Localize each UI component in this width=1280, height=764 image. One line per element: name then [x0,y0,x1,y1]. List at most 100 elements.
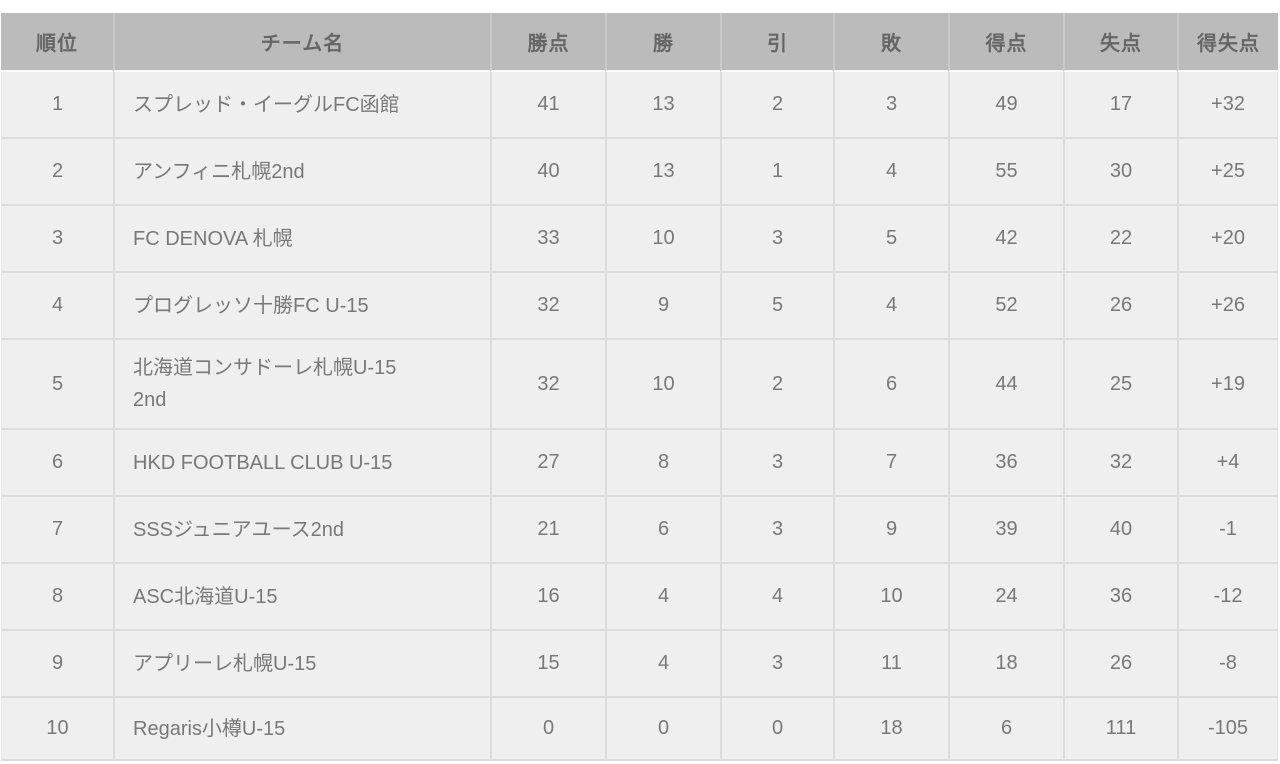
standings-table: 順位 チーム名 勝点勝引敗得点 失点 得失点 1 スプレッド・イーグルFC函館 41 13 2 3… [1,13,1278,761]
goals-against-cell: 17 [1063,72,1177,139]
header-cell-goals-against: 失点 [1063,13,1177,72]
goals-against-cell: 25 [1063,340,1177,430]
draws-cell: 3 [720,206,833,273]
wins-cell: 4 [605,631,720,698]
goals-for-cell: 6 [948,698,1063,761]
draws-cell: 4 [720,564,833,631]
table-row: 8 ASC北海道U-15 16 4 4 10 24 36 -12 [1,564,1278,631]
rank-cell: 1 [1,72,113,139]
losses-cell: 10 [833,564,948,631]
losses-cell: 9 [833,497,948,564]
goal-diff-cell: -8 [1177,631,1278,698]
wins-cell: 10 [605,206,720,273]
table-row: 3 FC DENOVA 札幌 33 10 3 5 42 22 +20 [1,206,1278,273]
wins-cell: 6 [605,497,720,564]
wins-cell: 13 [605,139,720,206]
goals-against-cell: 26 [1063,631,1177,698]
goal-diff-cell: +19 [1177,340,1278,430]
team-cell: アプリーレ札幌U-15 [113,631,490,698]
draws-cell: 3 [720,631,833,698]
losses-cell: 4 [833,273,948,340]
team-cell: プログレッソ十勝FC U-15 [113,273,490,340]
rank-cell: 7 [1,497,113,564]
goal-diff-cell: +4 [1177,430,1278,497]
header-cell-goals-for: 得点 [948,13,1063,72]
goals-against-cell: 26 [1063,273,1177,340]
draws-cell: 0 [720,698,833,761]
points-cell: 32 [490,340,605,430]
header-cell-rank: 順位 [1,13,113,72]
team-cell: SSSジュニアユース2nd [113,497,490,564]
goals-for-cell: 44 [948,340,1063,430]
table-row: 6 HKD FOOTBALL CLUB U-15 27 8 3 7 36 32 +4 [1,430,1278,497]
header-cell-points: 勝点 [490,13,605,72]
goals-for-cell: 55 [948,139,1063,206]
rank-cell: 5 [1,340,113,430]
wins-cell: 9 [605,273,720,340]
header-cell-wins: 勝 [605,13,720,72]
team-cell: FC DENOVA 札幌 [113,206,490,273]
table-row: 5 北海道コンサドーレ札幌U-15 2nd 32 10 2 6 44 25 +19 [1,340,1278,430]
rank-cell: 8 [1,564,113,631]
team-cell: アンフィニ札幌2nd [113,139,490,206]
points-cell: 16 [490,564,605,631]
draws-cell: 5 [720,273,833,340]
goal-diff-cell: -105 [1177,698,1278,761]
draws-cell: 2 [720,72,833,139]
goals-against-cell: 111 [1063,698,1177,761]
team-cell: 北海道コンサドーレ札幌U-15 2nd [113,340,490,430]
wins-cell: 4 [605,564,720,631]
goal-diff-cell: +26 [1177,273,1278,340]
wins-cell: 0 [605,698,720,761]
goals-against-cell: 36 [1063,564,1177,631]
points-cell: 33 [490,206,605,273]
points-cell: 40 [490,139,605,206]
goal-diff-cell: +32 [1177,72,1278,139]
table-row: 4 プログレッソ十勝FC U-15 32 9 5 4 52 26 +26 [1,273,1278,340]
table-row: 2 アンフィニ札幌2nd 40 13 1 4 55 30 +25 [1,139,1278,206]
points-cell: 41 [490,72,605,139]
losses-cell: 6 [833,340,948,430]
table-row: 9 アプリーレ札幌U-15 15 4 3 11 18 26 -8 [1,631,1278,698]
points-cell: 15 [490,631,605,698]
header-cell-team: チーム名 [113,13,490,72]
points-cell: 32 [490,273,605,340]
losses-cell: 18 [833,698,948,761]
table-body: 1 スプレッド・イーグルFC函館 41 13 2 3 49 17 +32 2 アンフィニ札幌2nd 4… [1,72,1278,761]
header-row: 順位 チーム名 勝点勝引敗得点 失点 得失点 [1,13,1278,72]
goals-against-cell: 32 [1063,430,1177,497]
header-cell-losses: 敗 [833,13,948,72]
goals-for-cell: 52 [948,273,1063,340]
table-row: 10 Regaris小樽U-15 0 0 0 18 6 111 -105 [1,698,1278,761]
goals-for-cell: 42 [948,206,1063,273]
losses-cell: 5 [833,206,948,273]
goals-for-cell: 24 [948,564,1063,631]
wins-cell: 10 [605,340,720,430]
standings-table-container: 順位 チーム名 勝点勝引敗得点 失点 得失点 1 スプレッド・イーグルFC函館 41 13 2 3… [1,13,1278,761]
goals-against-cell: 22 [1063,206,1177,273]
rank-cell: 6 [1,430,113,497]
rank-cell: 2 [1,139,113,206]
draws-cell: 1 [720,139,833,206]
rank-cell: 4 [1,273,113,340]
goal-diff-cell: +25 [1177,139,1278,206]
draws-cell: 2 [720,340,833,430]
goals-against-cell: 30 [1063,139,1177,206]
points-cell: 27 [490,430,605,497]
table-row: 1 スプレッド・イーグルFC函館 41 13 2 3 49 17 +32 [1,72,1278,139]
rank-cell: 3 [1,206,113,273]
team-cell: ASC北海道U-15 [113,564,490,631]
table-header: 順位 チーム名 勝点勝引敗得点 失点 得失点 [1,13,1278,72]
losses-cell: 11 [833,631,948,698]
losses-cell: 3 [833,72,948,139]
header-cell-goal-diff: 得失点 [1177,13,1278,72]
goal-diff-cell: +20 [1177,206,1278,273]
wins-cell: 8 [605,430,720,497]
goal-diff-cell: -1 [1177,497,1278,564]
losses-cell: 7 [833,430,948,497]
goals-for-cell: 39 [948,497,1063,564]
points-cell: 0 [490,698,605,761]
header-cell-draws: 引 [720,13,833,72]
goals-against-cell: 40 [1063,497,1177,564]
team-cell: Regaris小樽U-15 [113,698,490,761]
